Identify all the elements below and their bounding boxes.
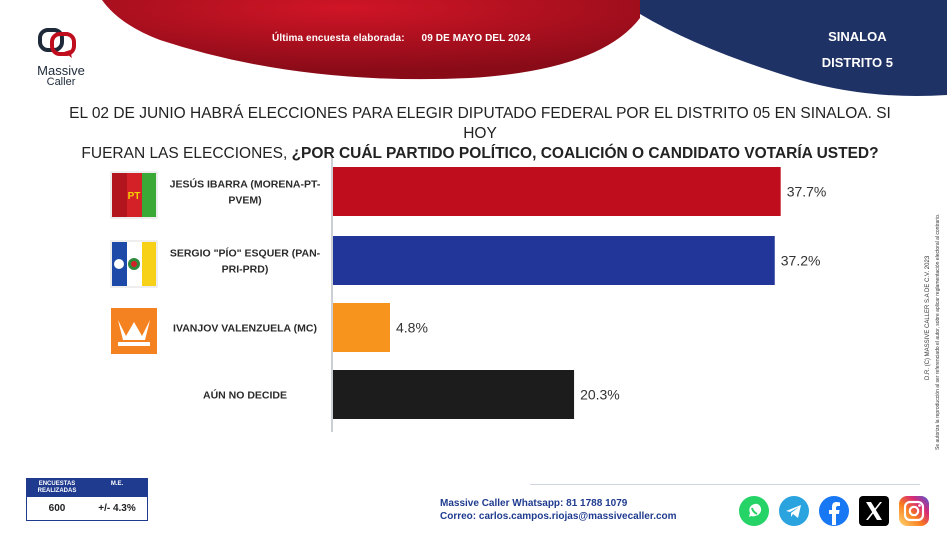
region-state: SINALOA <box>828 29 887 44</box>
contact-email: Correo: carlos.campos.riojas@massivecall… <box>440 511 677 522</box>
side-text-line-2: Se autoriza la reproducción al ser refer… <box>935 214 941 450</box>
bar-0 <box>333 167 781 216</box>
logo-brand: Massive <box>37 63 85 78</box>
survey-label: Última encuesta elaborada: <box>272 33 405 44</box>
stats-header-margin: M.E. <box>110 481 124 487</box>
survey-date: 09 DE MAYO DEL 2024 <box>421 33 531 44</box>
region-label: SINALOA DISTRITO 5 <box>822 24 893 76</box>
value-label-3: 20.3% <box>580 387 620 403</box>
stats-value-row: 600 +/- 4.3% <box>27 497 147 520</box>
movimiento-ciudadano-logo <box>111 308 157 354</box>
contact-info: Massive Caller Whatsapp: 81 1788 1079 Co… <box>440 497 677 523</box>
question-line-2-normal: FUERAN LAS ELECCIONES, <box>81 145 292 162</box>
telegram-icon[interactable] <box>778 495 810 527</box>
social-icons <box>738 495 930 527</box>
survey-stats-table: ENCUESTAS REALIZADAS M.E. 600 +/- 4.3% <box>26 478 148 521</box>
whatsapp-icon[interactable] <box>738 495 770 527</box>
massive-caller-logo: Massive Caller <box>26 28 96 88</box>
question-line-2: FUERAN LAS ELECCIONES, ¿POR CUÁL PARTIDO… <box>60 144 900 164</box>
stats-header-surveys: ENCUESTAS REALIZADAS <box>37 481 77 494</box>
category-label-0: JESÚS IBARRA (MORENA-PT-PVEM) <box>170 178 321 207</box>
header-red-shape <box>102 0 640 80</box>
svg-text:PT: PT <box>128 191 141 202</box>
value-label-2: 4.8% <box>396 320 428 336</box>
region-district: DISTRITO 5 <box>821 55 893 70</box>
facebook-icon[interactable] <box>818 495 850 527</box>
bar-1 <box>333 236 775 285</box>
contact-whatsapp: Massive Caller Whatsapp: 81 1788 1079 <box>440 498 628 509</box>
question-line-2-bold: ¿POR CUÁL PARTIDO POLÍTICO, COALICIÓN O … <box>291 145 879 162</box>
stats-value-surveys: 600 <box>48 503 66 514</box>
pan-pri-prd-logo <box>110 240 158 288</box>
category-label-2: IVANJOV VALENZUELA (MC) <box>173 323 317 335</box>
survey-date-line: Última encuesta elaborada: 09 DE MAYO DE… <box>272 33 531 44</box>
logo-brand-sub: Caller <box>46 76 76 88</box>
value-label-0: 37.7% <box>787 184 827 200</box>
survey-question: EL 02 DE JUNIO HABRÁ ELECCIONES PARA ELE… <box>60 104 900 164</box>
morena-pt-pvem-logo: PT <box>110 171 158 219</box>
instagram-icon[interactable] <box>898 495 930 527</box>
stats-header-row: ENCUESTAS REALIZADAS M.E. <box>27 479 147 497</box>
bar-3 <box>333 370 575 419</box>
header-navy-shape <box>640 0 947 96</box>
x-twitter-icon[interactable] <box>858 495 890 527</box>
stats-value-margin: +/- 4.3% <box>98 503 136 514</box>
value-label-1: 37.2% <box>781 253 821 269</box>
category-label-1: SERGIO "PÍO" ESQUER (PAN-PRI-PRD) <box>170 247 321 276</box>
bar-2 <box>333 303 390 352</box>
side-text-line-1: D.R. (C) MASSIVE CALLER S.A DE C.V. 2023 <box>925 255 931 380</box>
category-label-3: AÚN NO DECIDE <box>203 389 287 402</box>
question-line-1: EL 02 DE JUNIO HABRÁ ELECCIONES PARA ELE… <box>69 105 891 142</box>
footer-divider <box>530 484 920 485</box>
header-background <box>102 0 947 96</box>
copyright-side-text: D.R. (C) MASSIVE CALLER S.A DE C.V. 2023… <box>925 214 941 450</box>
chat-bubble-icon <box>38 28 76 58</box>
